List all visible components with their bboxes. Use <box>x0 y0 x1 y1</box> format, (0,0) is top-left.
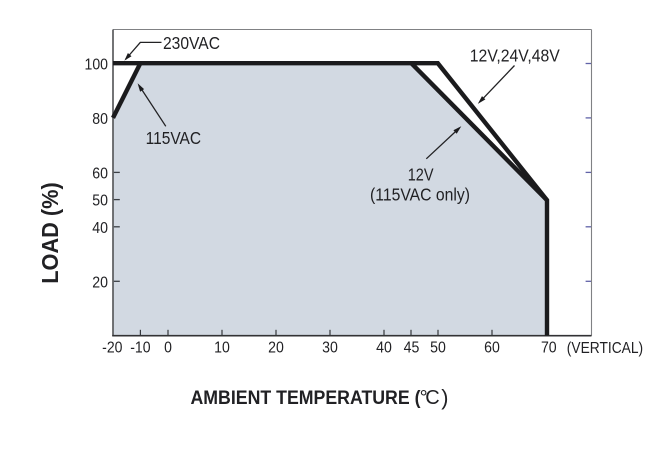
svg-text:): ) <box>441 385 448 410</box>
svg-text:20: 20 <box>268 339 284 356</box>
svg-text:60: 60 <box>484 339 500 356</box>
svg-text:C: C <box>425 387 439 409</box>
svg-text:50: 50 <box>430 339 446 356</box>
svg-text:40: 40 <box>92 220 108 237</box>
svg-text:60: 60 <box>92 165 108 182</box>
svg-text:AMBIENT TEMPERATURE (: AMBIENT TEMPERATURE ( <box>191 388 422 409</box>
svg-text:12V: 12V <box>408 164 434 184</box>
svg-text:12V,24V,48V: 12V,24V,48V <box>470 46 560 66</box>
svg-text:-10: -10 <box>130 339 150 356</box>
svg-text:°: ° <box>420 387 428 409</box>
svg-text:70: 70 <box>541 339 557 356</box>
svg-text:40: 40 <box>376 339 392 356</box>
svg-text:30: 30 <box>322 339 338 356</box>
svg-text:(115VAC only): (115VAC only) <box>370 185 470 205</box>
svg-text:(VERTICAL): (VERTICAL) <box>567 340 643 357</box>
svg-text:115VAC: 115VAC <box>146 128 202 148</box>
svg-text:10: 10 <box>214 339 230 356</box>
svg-text:0: 0 <box>164 339 172 356</box>
svg-text:80: 80 <box>92 111 108 128</box>
svg-text:LOAD (%): LOAD (%) <box>37 182 63 284</box>
svg-text:45: 45 <box>404 339 420 356</box>
svg-text:230VAC: 230VAC <box>163 33 220 53</box>
svg-text:-20: -20 <box>102 339 122 356</box>
svg-text:100: 100 <box>85 57 109 74</box>
svg-text:20: 20 <box>92 274 108 291</box>
svg-text:50: 50 <box>92 193 108 210</box>
